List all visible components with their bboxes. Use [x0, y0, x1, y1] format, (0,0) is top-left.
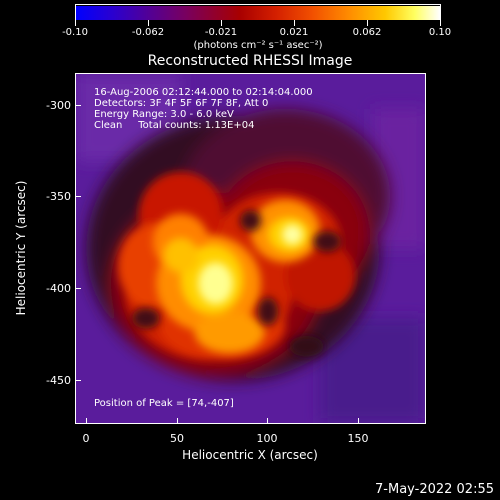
x-axis-tick-label: 150	[347, 432, 369, 445]
info-clean-counts: Clean Total counts: 1.13E+04	[94, 120, 255, 131]
colorbar-units: (photons cm⁻² s⁻¹ asec⁻²)	[193, 40, 323, 51]
colorbar-gradient	[76, 6, 440, 20]
colorbar-tick-label: 0.10	[428, 27, 452, 38]
x-axis-tick	[177, 418, 178, 424]
x-axis-tick	[358, 418, 359, 424]
info-energy-range: Energy Range: 3.0 - 6.0 keV	[94, 109, 234, 120]
y-axis-label: Heliocentric Y (arcsec)	[14, 180, 28, 316]
image-frame	[75, 73, 426, 424]
info-detectors: Detectors: 3F 4F 5F 6F 7F 8F, Att 0	[94, 98, 269, 109]
y-axis-tick	[75, 196, 81, 197]
y-axis-tick-label: -350	[46, 190, 71, 203]
x-axis-tick	[267, 418, 268, 424]
colorbar-tick-label: 0.021	[279, 27, 309, 38]
info-time-range: 16-Aug-2006 02:12:44.000 to 02:14:04.000	[94, 87, 313, 98]
colorbar-tick-label: -0.062	[131, 27, 165, 38]
y-axis-tick	[75, 380, 81, 381]
x-axis-tick-label: 100	[256, 432, 278, 445]
image-title: Reconstructed RHESSI Image	[147, 53, 353, 69]
y-axis-tick	[75, 288, 81, 289]
x-axis-label: Heliocentric X (arcsec)	[182, 448, 318, 462]
colorbar-tick	[221, 20, 222, 26]
x-axis-tick-label: 50	[170, 432, 184, 445]
colorbar-tick-label: -0.10	[62, 27, 88, 38]
colorbar-tick-label: 0.062	[352, 27, 382, 38]
y-axis-tick-label: -450	[46, 374, 71, 387]
timestamp: 7-May-2022 02:55	[375, 482, 494, 497]
y-axis-tick	[75, 105, 81, 106]
colorbar	[75, 4, 441, 20]
x-axis-tick-label: 0	[82, 432, 90, 445]
colorbar-tick	[367, 20, 368, 26]
colorbar-tick	[148, 20, 149, 26]
peak-position: Position of Peak = [74,-407]	[94, 398, 234, 409]
y-axis-tick-label: -400	[46, 282, 71, 295]
colorbar-tick	[440, 20, 441, 26]
x-axis-tick	[86, 418, 87, 424]
colorbar-tick	[294, 20, 295, 26]
rhessi-image	[76, 74, 425, 423]
colorbar-tick	[75, 20, 76, 26]
y-axis-tick-label: -300	[46, 99, 71, 112]
colorbar-tick-label: -0.021	[204, 27, 238, 38]
